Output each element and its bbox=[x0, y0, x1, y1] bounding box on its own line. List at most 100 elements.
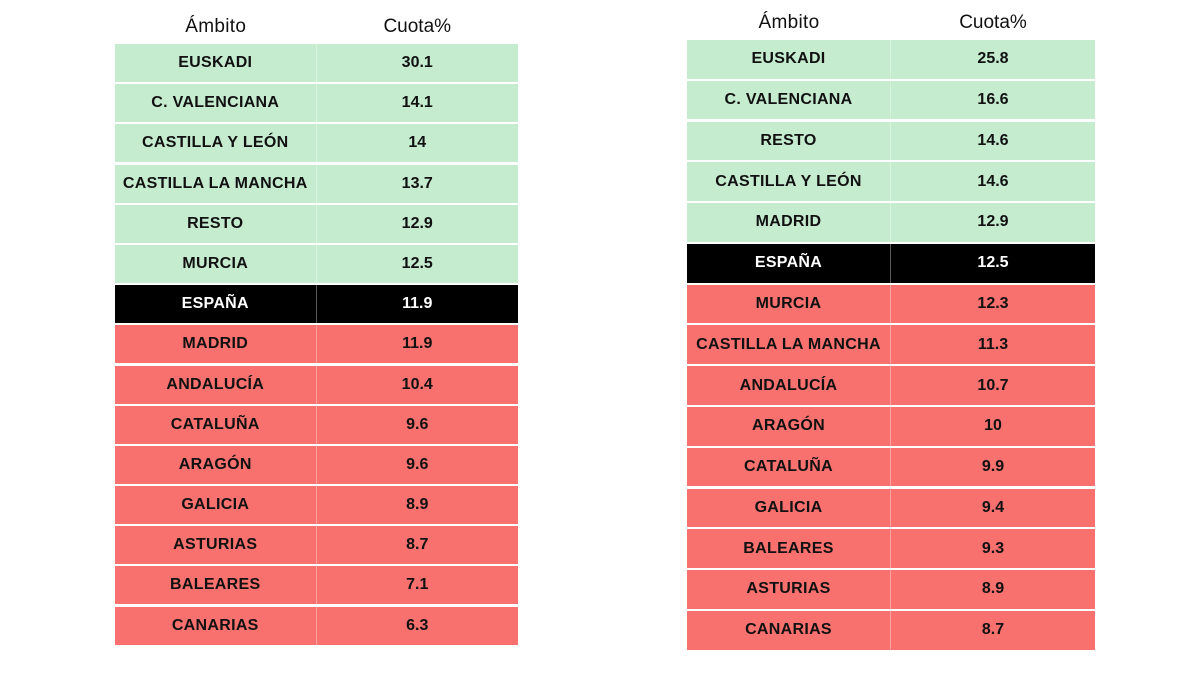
table-body: EUSKADI 30.1 C. VALENCIANA 14.1 CASTILLA Y L… bbox=[115, 44, 518, 645]
table-row: CATALUÑA 9.6 bbox=[115, 405, 518, 444]
cell-ambito: RESTO bbox=[115, 204, 317, 243]
cell-cuota: 9.9 bbox=[981, 458, 1005, 476]
table-row: C. VALENCIANA 16.6 bbox=[687, 80, 1095, 120]
cell-ambito: CANARIAS bbox=[115, 606, 317, 645]
cell-ambito: CASTILLA LA MANCHA bbox=[687, 325, 891, 365]
cell-cuota: 14.6 bbox=[977, 131, 1009, 149]
table-row: ANDALUCÍA 10.7 bbox=[687, 366, 1095, 405]
table-row: CANARIAS 8.7 bbox=[687, 610, 1095, 650]
cell-ambito: MURCIA bbox=[687, 284, 891, 324]
cell-cuota: 16.6 bbox=[977, 91, 1009, 109]
cell-ambito: CASTILLA LA MANCHA bbox=[115, 164, 317, 203]
cell-ambito: ARAGÓN bbox=[687, 407, 891, 446]
cell-ambito: CASTILLA Y LEÓN bbox=[687, 162, 891, 201]
table-row: ESPAÑA 12.5 bbox=[687, 243, 1095, 283]
cell-ambito: ESPAÑA bbox=[115, 285, 317, 324]
cell-cuota: 8.9 bbox=[406, 496, 429, 514]
table-row: BALEARES 9.3 bbox=[687, 529, 1095, 568]
table-row: ASTURIAS 8.7 bbox=[115, 526, 518, 565]
table-row: MADRID 12.9 bbox=[687, 203, 1095, 242]
table-body: EUSKADI 25.8 C. VALENCIANA 16.6 RESTO 14.6 CAS… bbox=[687, 40, 1095, 650]
cell-ambito: ASTURIAS bbox=[687, 570, 891, 609]
table-right: Ámbito Cuota% EUSKADI 25.8 C. VALENCIANA 16… bbox=[687, 6, 1095, 652]
cell-cuota: 12.5 bbox=[401, 254, 433, 272]
cell-cuota: 9.3 bbox=[981, 539, 1005, 557]
table-row: GALICIA 8.9 bbox=[115, 486, 518, 525]
table-row: CATALUÑA 9.9 bbox=[687, 447, 1095, 487]
column-header-cuota: Cuota% bbox=[383, 16, 452, 37]
cell-ambito: GALICIA bbox=[115, 486, 317, 525]
cell-cuota: 6.3 bbox=[406, 616, 429, 634]
table-row: CASTILLA LA MANCHA 13.7 bbox=[115, 164, 518, 203]
cell-cuota: 10.7 bbox=[977, 376, 1009, 394]
table-row: MADRID 11.9 bbox=[115, 325, 518, 364]
cell-cuota: 9.6 bbox=[406, 455, 429, 473]
cell-cuota: 30.1 bbox=[401, 54, 433, 71]
cell-cuota: 25.8 bbox=[977, 50, 1009, 68]
table-row: RESTO 12.9 bbox=[115, 204, 518, 243]
table-row: EUSKADI 30.1 bbox=[115, 44, 518, 82]
cell-ambito: C. VALENCIANA bbox=[687, 80, 891, 120]
table-row: GALICIA 9.4 bbox=[687, 488, 1095, 528]
cell-ambito: EUSKADI bbox=[115, 44, 317, 82]
table-row: ESPAÑA 11.9 bbox=[115, 285, 518, 324]
table-row: EUSKADI 25.8 bbox=[687, 40, 1095, 79]
cell-ambito: RESTO bbox=[687, 121, 891, 161]
cell-ambito: C. VALENCIANA bbox=[115, 84, 317, 123]
cell-cuota: 11.9 bbox=[402, 335, 433, 353]
cell-cuota: 10.4 bbox=[401, 375, 433, 393]
cell-cuota: 9.4 bbox=[981, 498, 1005, 516]
table-row: RESTO 14.6 bbox=[687, 121, 1095, 161]
cell-ambito: ESPAÑA bbox=[687, 243, 891, 283]
table-row: ARAGÓN 10 bbox=[687, 407, 1095, 446]
cell-ambito: MADRID bbox=[687, 203, 891, 242]
column-header-cuota: Cuota% bbox=[959, 12, 1027, 33]
cell-cuota: 11.3 bbox=[977, 335, 1009, 353]
table-row: ASTURIAS 8.9 bbox=[687, 570, 1095, 609]
cell-ambito: CATALUÑA bbox=[115, 405, 317, 444]
cell-ambito: GALICIA bbox=[687, 488, 891, 528]
column-header-ambito: Ámbito bbox=[758, 12, 820, 33]
cell-ambito: ANDALUCÍA bbox=[115, 365, 317, 404]
cell-cuota: 9.6 bbox=[406, 415, 429, 433]
cell-cuota: 12.9 bbox=[977, 213, 1009, 231]
table-row: CASTILLA Y LEÓN 14 bbox=[115, 124, 518, 163]
cell-cuota: 13.7 bbox=[401, 174, 433, 192]
table-row: C. VALENCIANA 14.1 bbox=[115, 84, 518, 123]
table-row: MURCIA 12.3 bbox=[687, 284, 1095, 324]
cell-cuota: 14 bbox=[408, 134, 427, 152]
table-row: CASTILLA LA MANCHA 11.3 bbox=[687, 325, 1095, 365]
table-row: ANDALUCÍA 10.4 bbox=[115, 365, 518, 404]
cell-ambito: ASTURIAS bbox=[115, 526, 317, 565]
cell-ambito: CANARIAS bbox=[687, 610, 891, 650]
table-row: BALEARES 7.1 bbox=[115, 566, 518, 605]
cell-ambito: CATALUÑA bbox=[687, 447, 891, 487]
cell-cuota: 12.9 bbox=[401, 214, 433, 232]
cell-cuota: 12.5 bbox=[977, 254, 1009, 272]
table-header: Ámbito Cuota% bbox=[687, 6, 1095, 40]
cell-ambito: ANDALUCÍA bbox=[687, 366, 891, 405]
column-header-ambito: Ámbito bbox=[185, 16, 247, 37]
table-header: Ámbito Cuota% bbox=[115, 10, 518, 44]
cell-cuota: 14.6 bbox=[977, 172, 1009, 190]
cell-ambito: BALEARES bbox=[115, 566, 317, 605]
table-left: Ámbito Cuota% EUSKADI 30.1 C. VALENCIANA 14… bbox=[115, 10, 518, 647]
cell-cuota: 8.7 bbox=[981, 621, 1005, 639]
cell-cuota: 7.1 bbox=[406, 576, 429, 594]
cell-ambito: ARAGÓN bbox=[115, 445, 317, 484]
cell-ambito: CASTILLA Y LEÓN bbox=[115, 124, 317, 163]
table-row: ARAGÓN 9.6 bbox=[115, 445, 518, 484]
cell-ambito: EUSKADI bbox=[687, 40, 891, 79]
cell-ambito: MADRID bbox=[115, 325, 317, 364]
cell-cuota: 8.7 bbox=[406, 536, 429, 554]
cell-cuota: 8.9 bbox=[981, 580, 1005, 598]
cell-ambito: MURCIA bbox=[115, 244, 317, 283]
table-row: MURCIA 12.5 bbox=[115, 244, 518, 283]
cell-cuota: 12.3 bbox=[977, 294, 1009, 312]
cell-cuota: 14.1 bbox=[401, 94, 433, 112]
cell-cuota: 11.9 bbox=[402, 295, 433, 313]
cell-ambito: BALEARES bbox=[687, 529, 891, 568]
table-row: CASTILLA Y LEÓN 14.6 bbox=[687, 162, 1095, 201]
table-row: CANARIAS 6.3 bbox=[115, 606, 518, 645]
cell-cuota: 10 bbox=[984, 417, 1002, 435]
